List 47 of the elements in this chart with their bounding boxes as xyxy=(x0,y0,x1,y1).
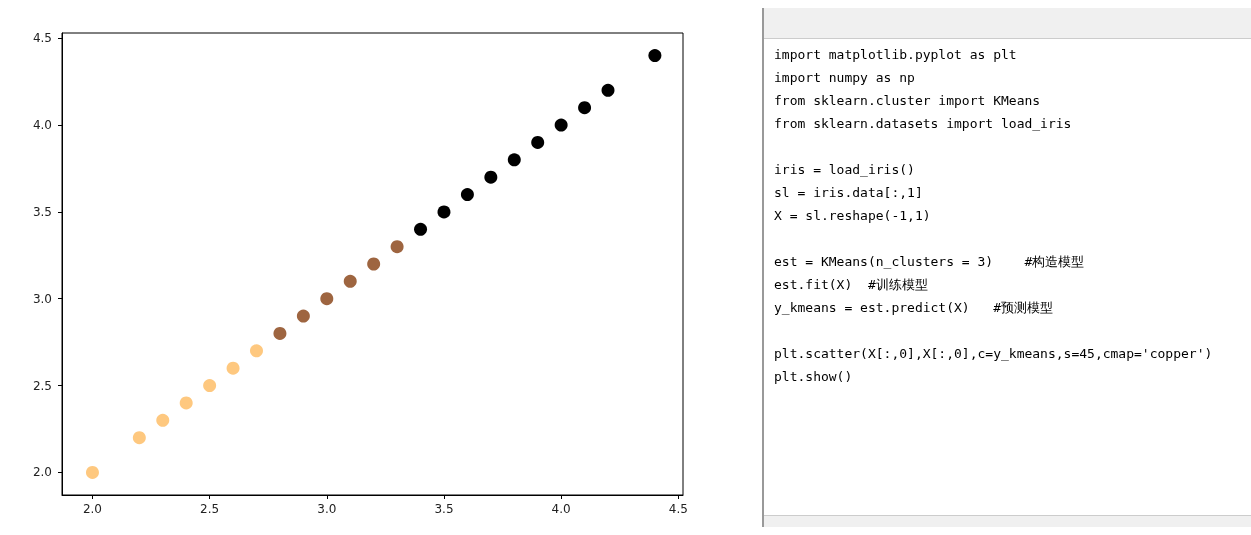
point xyxy=(507,153,521,167)
point xyxy=(601,83,615,97)
point xyxy=(367,257,381,271)
text: import numpy as np xyxy=(774,69,915,87)
text: X = sl.reshape(-1,1) xyxy=(774,207,931,225)
point xyxy=(132,431,146,445)
text: from sklearn.datasets import load_iris xyxy=(774,115,1072,133)
text: plt.show() xyxy=(774,368,853,386)
point xyxy=(226,361,240,375)
text: est.fit(X) #训练模型 xyxy=(774,276,928,294)
text: iris = load_iris() xyxy=(774,161,915,179)
text: import matplotlib.pyplot as plt xyxy=(774,46,1017,64)
y-tick-label: 3.5 xyxy=(32,204,52,219)
x-tick-label: 4.0 xyxy=(551,502,571,516)
point xyxy=(156,413,170,427)
point xyxy=(531,135,545,149)
y-tick-label: 3.0 xyxy=(32,291,52,306)
point xyxy=(648,49,662,63)
point xyxy=(296,309,310,323)
point xyxy=(179,396,193,410)
point xyxy=(460,188,474,202)
y-tick-label: 2.5 xyxy=(32,378,52,393)
point xyxy=(578,101,592,115)
y-tick-label: 4.5 xyxy=(32,31,52,46)
y-tick-label: 2.0 xyxy=(32,465,52,480)
x-tick-label: 3.0 xyxy=(317,502,337,516)
point xyxy=(250,344,263,358)
point xyxy=(343,274,357,288)
x-tick-label: 2.0 xyxy=(82,502,103,516)
point xyxy=(273,326,287,340)
y-tick-label: 4.0 xyxy=(32,118,52,133)
x-tick-label: 3.5 xyxy=(434,502,454,516)
point xyxy=(390,240,404,254)
point xyxy=(85,465,99,479)
text: sl = iris.data[:,1] xyxy=(774,184,923,202)
text: y_kmeans = est.predict(X) #预测模型 xyxy=(774,299,1053,317)
point xyxy=(414,222,428,236)
point xyxy=(320,292,334,306)
text: plt.scatter(X[:,0],X[:,0],c=y_kmeans,s=45,cmap='copper') xyxy=(774,345,1213,363)
point xyxy=(554,118,568,132)
x-tick-label: 4.5 xyxy=(668,502,688,516)
text: est = KMeans(n_clusters = 3) #构造模型 xyxy=(774,253,1085,271)
point xyxy=(437,205,451,219)
point xyxy=(484,170,498,184)
text: from sklearn.cluster import KMeans xyxy=(774,92,1041,110)
x-tick-label: 2.5 xyxy=(200,502,220,516)
point xyxy=(203,379,217,393)
